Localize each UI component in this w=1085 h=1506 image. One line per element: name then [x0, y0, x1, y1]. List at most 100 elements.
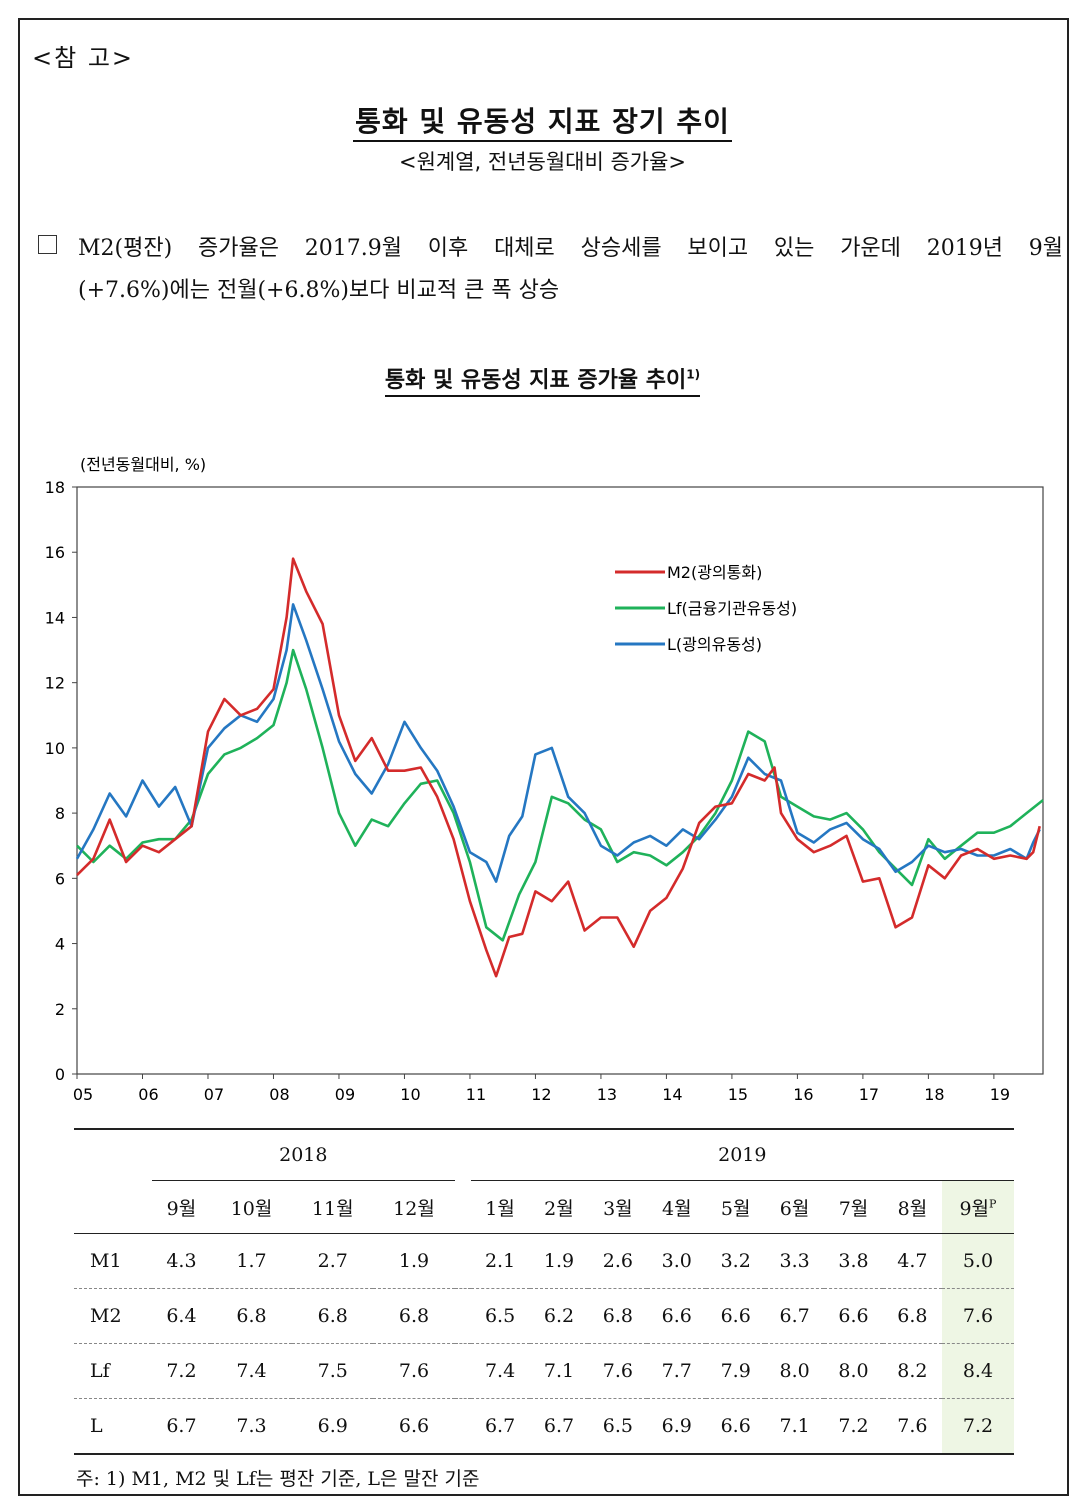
year-2019: 2019 [470, 1129, 1014, 1181]
table-cell: 5.0 [941, 1233, 1014, 1289]
month-header-text: 9월 [959, 1197, 990, 1220]
y-tick-label: 2 [55, 1000, 65, 1019]
gap-cell [455, 1289, 471, 1344]
series-line-1 [76, 648, 1044, 942]
table-cell: 6.5 [484, 1305, 516, 1327]
table-cell: 4.3 [166, 1250, 197, 1272]
month-header: 8월 [897, 1197, 928, 1220]
series-line-2 [75, 603, 1041, 883]
table-cell: 6.8 [398, 1305, 430, 1327]
table-cell: 6.7 [166, 1415, 197, 1437]
table-cell: 6.9 [661, 1415, 692, 1437]
table-cell: 7.1 [543, 1360, 575, 1382]
x-tick-label: 05 [73, 1085, 93, 1104]
legend: M2(광의통화) Lf(금융기관유동성) L(광의유동성) [615, 563, 797, 654]
x-tick-label: 13 [597, 1085, 617, 1104]
y-tick-label: 12 [45, 674, 65, 693]
month-header: 7월 [838, 1197, 869, 1220]
chart-title: 통화 및 유동성 지표 증가율 추이1) [384, 367, 701, 397]
table-cell: 7.2 [838, 1415, 869, 1437]
table-cell: 6.2 [543, 1305, 575, 1327]
y-tick-label: 10 [45, 739, 65, 758]
month-header: 12월 [393, 1197, 435, 1220]
table-cell: 1.9 [543, 1250, 575, 1272]
table-cell: 1.9 [398, 1250, 430, 1272]
month-header: 3월 [603, 1197, 633, 1220]
gap-cell [455, 1399, 471, 1455]
y-axis-label: (전년동월대비, %) [80, 455, 206, 474]
table-cell: 6.6 [398, 1415, 430, 1437]
y-tick-label: 14 [45, 608, 65, 627]
x-tick-label: 17 [859, 1085, 879, 1104]
x-tick-label: 11 [466, 1085, 486, 1104]
chart-title-wrap: 통화 및 유동성 지표 증가율 추이1) [0, 362, 1085, 397]
title-wrap: 통화 및 유동성 지표 장기 추이 [0, 100, 1085, 142]
month-header: 9월 [166, 1197, 197, 1220]
table-cell: 3.8 [838, 1250, 869, 1272]
legend-label: L(광의유동성) [667, 635, 762, 654]
table-cell: 1.7 [236, 1250, 267, 1272]
x-tick-label: 10 [400, 1085, 420, 1104]
table-cell: 3.3 [779, 1250, 810, 1272]
row-label: M2 [90, 1305, 122, 1327]
y-tick-label: 8 [55, 804, 65, 823]
table-cell: 7.1 [779, 1415, 810, 1437]
bullet-line-2: (+7.6%)에는 전월(+6.8%)보다 비교적 큰 폭 상승 [78, 278, 560, 303]
table-cell: 7.6 [398, 1360, 430, 1382]
bullet-checkbox-icon [38, 235, 57, 254]
table-cell: 7.3 [236, 1415, 267, 1437]
gap-cell [455, 1234, 471, 1289]
chart-title-text: 통화 및 유동성 지표 증가율 추이 [384, 368, 687, 397]
month-header: 4월 [661, 1197, 692, 1220]
table-cell: 7.6 [897, 1415, 928, 1437]
page-title: 통화 및 유동성 지표 장기 추이 [353, 105, 732, 142]
table-cell: 7.4 [236, 1360, 267, 1382]
table-cell: 6.6 [838, 1305, 869, 1327]
page-subtitle: <원계열, 전년동월대비 증가율> [398, 150, 687, 174]
table-cell: 6.7 [779, 1305, 810, 1327]
month-header: 5월 [720, 1197, 751, 1220]
row-label: M1 [90, 1250, 122, 1272]
table-cell: 6.8 [317, 1305, 348, 1327]
row-label: Lf [90, 1360, 110, 1382]
x-axis: 05 06 07 08 09 10 11 12 13 14 15 16 17 18 19 [73, 1074, 1010, 1104]
x-tick-label: 07 [204, 1085, 224, 1104]
table-cell: 6.5 [602, 1415, 633, 1437]
table-cell: 6.8 [602, 1305, 633, 1327]
plot-area [76, 486, 1044, 1075]
row-label: L [90, 1415, 103, 1437]
month-header: 2월 [544, 1197, 574, 1220]
legend-label: M2(광의통화) [667, 563, 762, 582]
legend-label: Lf(금융기관유동성) [667, 599, 797, 618]
table-cell: 7.6 [941, 1288, 1014, 1344]
table-cell: 3.2 [720, 1250, 751, 1272]
chart-title-note: 1) [686, 367, 701, 382]
table-cell: 8.4 [941, 1343, 1014, 1399]
y-tick-label: 16 [45, 543, 65, 562]
table-cell: 6.4 [166, 1305, 197, 1327]
table-cell: 6.7 [543, 1415, 575, 1437]
table-row: M1 4.3 1.7 2.7 1.9 2.1 1.9 2.6 3.0 3.2 3.3 3.8 4.7 5.… [74, 1233, 1014, 1289]
month-header: 11월 [311, 1197, 354, 1220]
x-tick-label: 19 [990, 1085, 1010, 1104]
month-header-preliminary: 9월P [941, 1180, 1014, 1234]
table-bottom-rule [74, 1454, 1014, 1456]
table-row: Lf 7.2 7.4 7.5 7.6 7.4 7.1 7.6 7.7 7.9 8.0 8.0 8.2 8.… [74, 1343, 1014, 1399]
year-2018: 2018 [152, 1129, 455, 1181]
table-cell: 6.6 [720, 1415, 751, 1437]
table-cell: 2.6 [602, 1250, 633, 1272]
table-cell: 6.8 [897, 1305, 928, 1327]
table-cell: 7.6 [602, 1360, 633, 1382]
month-header-row: 9월 10월 11월 12월 1월 2월 3월 4월 5월 6월 7월 8월 9… [74, 1180, 1014, 1234]
page-frame [18, 18, 1069, 1496]
y-tick-label: 18 [45, 478, 65, 497]
month-header: 10월 [230, 1197, 273, 1220]
table-cell: 8.2 [897, 1360, 928, 1382]
table-body: M1 4.3 1.7 2.7 1.9 2.1 1.9 2.6 3.0 3.2 3.3 3.8 4.7 5.… [74, 1233, 1014, 1455]
y-tick-label: 6 [55, 869, 65, 888]
data-table: 2018 2019 9월 10월 11월 12월 1월 2월 3월 4월 5월 … [74, 1128, 1014, 1456]
month-header: 6월 [779, 1197, 810, 1220]
x-tick-label: 15 [728, 1085, 748, 1104]
table-cell: 7.9 [720, 1360, 751, 1382]
x-tick-label: 14 [662, 1085, 682, 1104]
